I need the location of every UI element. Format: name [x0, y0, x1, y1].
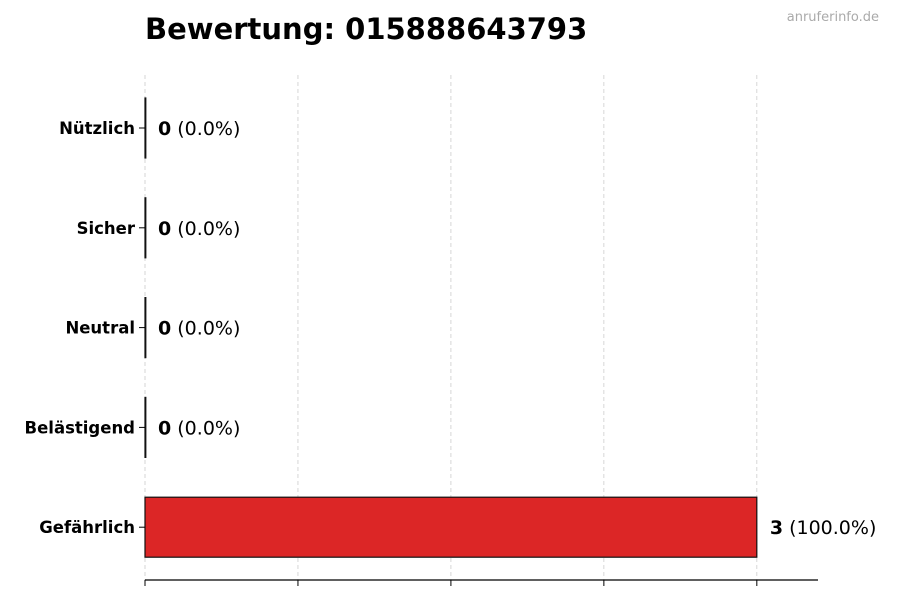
category-label: Nützlich	[59, 119, 135, 138]
value-percent: (0.0%)	[171, 417, 240, 439]
value-percent: (0.0%)	[171, 318, 240, 340]
value-percent: (0.0%)	[171, 118, 240, 140]
value-percent: (0.0%)	[171, 218, 240, 240]
value-label: 0 (0.0%)	[158, 318, 240, 340]
value-count: 0	[158, 417, 171, 439]
bar	[144, 97, 147, 159]
bar	[144, 496, 758, 558]
chart-title: Bewertung: 015888643793	[145, 12, 588, 46]
value-label: 3 (100.0%)	[770, 517, 877, 539]
value-label: 0 (0.0%)	[158, 118, 240, 140]
watermark: anruferinfo.de	[786, 10, 879, 25]
category-label: Sicher	[77, 219, 136, 238]
value-count: 0	[158, 318, 171, 340]
category-label: Belästigend	[25, 418, 135, 437]
category-label: Gefährlich	[39, 518, 135, 537]
bar	[144, 197, 147, 259]
value-count: 0	[158, 218, 171, 240]
value-label: 0 (0.0%)	[158, 417, 240, 439]
bar	[144, 297, 147, 359]
category-label: Neutral	[65, 319, 135, 338]
bar	[144, 396, 147, 458]
value-count: 3	[770, 517, 783, 539]
value-label: 0 (0.0%)	[158, 218, 240, 240]
value-count: 0	[158, 118, 171, 140]
value-percent: (100.0%)	[783, 517, 876, 539]
